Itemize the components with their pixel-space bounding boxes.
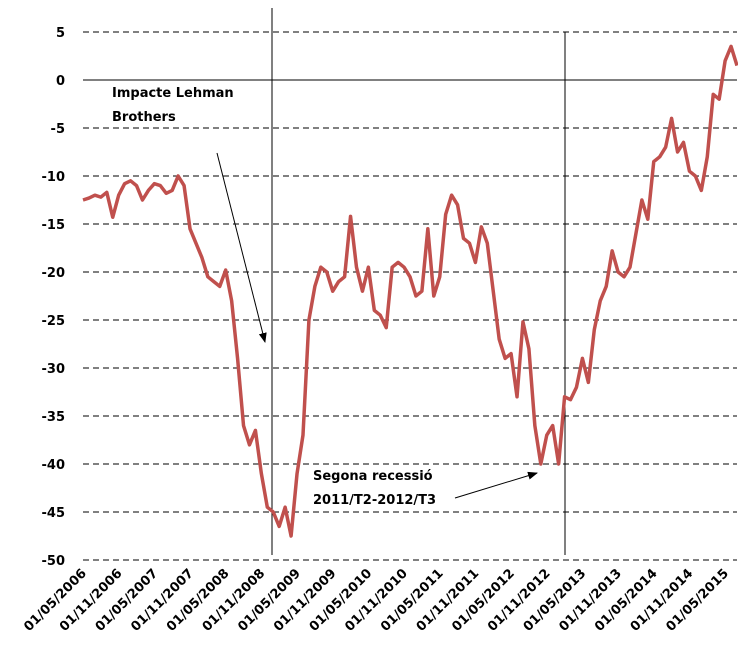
y-tick-label: -5: [51, 122, 65, 137]
y-tick-label: -40: [42, 458, 66, 473]
y-tick-label: -50: [42, 554, 66, 569]
y-tick-label: 5: [56, 26, 65, 41]
annotation: Impacte Lehman Brothers: [112, 86, 234, 125]
annotation-line: Brothers: [112, 110, 176, 125]
arrow: [216, 152, 267, 343]
line-series: [82, 44, 738, 538]
annotation-line: Segona recessió: [313, 469, 433, 484]
annotation-line: 2011/T2-2012/T3: [313, 493, 436, 508]
y-tick-label: -15: [42, 218, 66, 233]
y-tick-label: -25: [42, 314, 66, 329]
x-tick-label: 01/05/2015: [663, 566, 731, 634]
y-tick-label: -35: [42, 410, 66, 425]
y-tick-label: -10: [42, 170, 66, 185]
y-tick-label: -20: [42, 266, 66, 281]
arrow: [454, 471, 538, 499]
annotation: Segona recessió 2011/T2-2012/T3: [313, 469, 436, 508]
annotation-line: Impacte Lehman: [112, 86, 234, 101]
y-tick-label: 0: [56, 74, 65, 89]
y-tick-label: -30: [42, 362, 66, 377]
y-tick-label: -45: [42, 506, 66, 521]
